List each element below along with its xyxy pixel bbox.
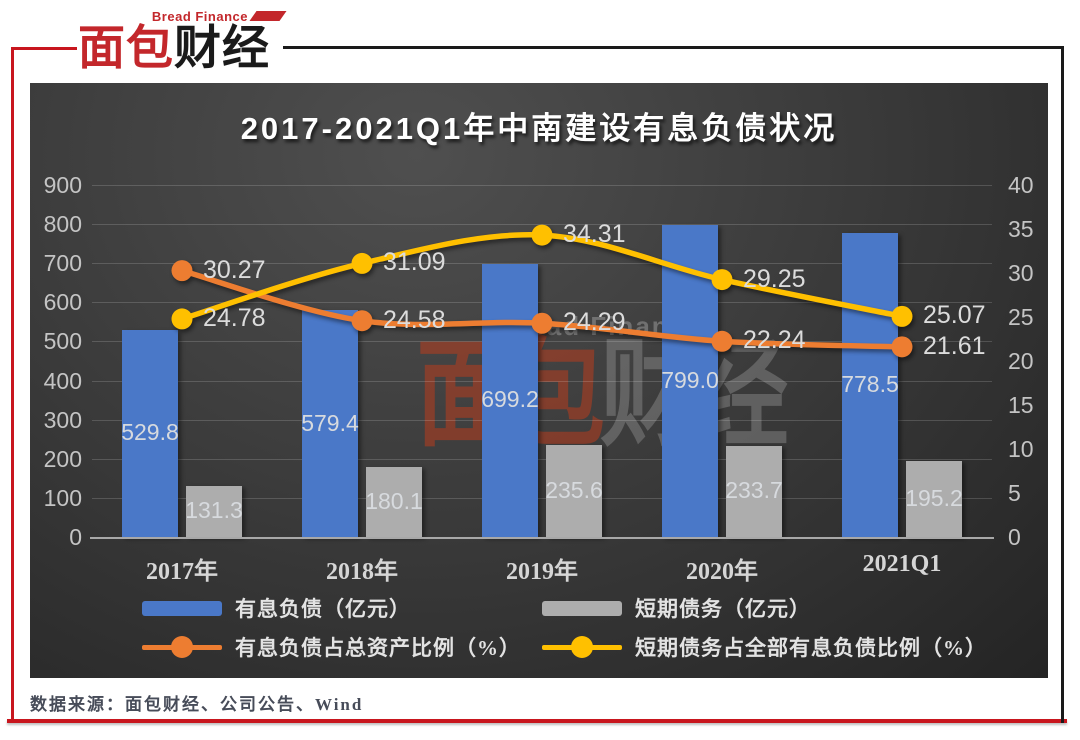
bar-value-label: 778.5	[841, 370, 899, 397]
legend-line-swatch	[542, 634, 622, 660]
left-axis-tick-label: 500	[43, 328, 82, 355]
frame-top-line-black	[283, 46, 1064, 49]
legend-label: 有息负债占总资产比例（%）	[235, 636, 521, 660]
legend-label: 短期债务占全部有息负债比例（%）	[635, 636, 987, 660]
bar-value-label: 579.4	[301, 409, 359, 436]
legend-bar-swatch	[142, 600, 222, 616]
right-axis-tick-label: 5	[1008, 480, 1021, 506]
watermark-chinese: 面包财经	[403, 328, 797, 464]
bar-value-label: 235.6	[545, 476, 603, 503]
bar-short-term-debt	[726, 445, 782, 537]
gridline	[92, 185, 992, 186]
x-axis-line	[90, 537, 994, 539]
frame-left-line	[11, 47, 14, 723]
left-axis-tick-label: 800	[43, 211, 82, 238]
right-axis-tick-label: 20	[1008, 348, 1034, 374]
legend-label: 短期债务（亿元）	[635, 597, 811, 621]
brand-logo: Bread Finance 面包财经	[78, 8, 287, 76]
gridline	[92, 497, 992, 499]
bar-interest-bearing-debt	[122, 329, 178, 537]
left-axis-tick-label: 600	[43, 289, 82, 316]
left-axis-tick-label: 700	[43, 250, 82, 277]
legend-line-marker	[571, 636, 593, 658]
line-value-label: 24.58	[383, 305, 446, 334]
line-value-label: 29.25	[743, 264, 806, 293]
right-axis-tick-label: 10	[1008, 436, 1034, 462]
bar-short-term-debt	[366, 466, 422, 537]
line-value-label: 34.31	[563, 220, 626, 249]
bar-value-label: 131.3	[185, 497, 243, 524]
gridline	[92, 224, 992, 226]
bar-value-label: 529.8	[121, 419, 179, 446]
line-value-label: 25.07	[923, 301, 986, 330]
legend-item: 有息负债（亿元）	[142, 595, 411, 621]
gridline	[92, 458, 992, 460]
gridline	[92, 419, 992, 421]
frame-bottom-line	[7, 719, 1067, 723]
line-data-point	[531, 224, 553, 246]
chart-title: 2017-2021Q1年中南建设有息负债状况	[240, 111, 838, 146]
line-value-label: 30.27	[203, 255, 266, 284]
x-axis-category-label: 2017年	[146, 559, 218, 585]
bar-value-label: 233.7	[725, 477, 783, 504]
brand-name-chinese: 面包财经	[78, 23, 283, 76]
bar-value-label: 699.2	[481, 386, 539, 413]
left-axis-tick-label: 300	[43, 406, 82, 433]
gridline	[92, 380, 992, 382]
brand-zh-black: 财经	[174, 23, 270, 75]
right-axis-tick-label: 25	[1008, 304, 1034, 330]
line-value-label: 21.61	[923, 331, 986, 360]
line-value-label: 22.24	[743, 326, 806, 355]
line-data-point	[171, 308, 193, 330]
frame-right-line	[1061, 46, 1064, 723]
legend-item: 短期债务（亿元）	[542, 595, 811, 621]
bar-value-label: 195.2	[905, 484, 963, 511]
left-axis-tick-label: 200	[43, 445, 82, 472]
brand-flag-icon	[249, 11, 287, 21]
left-axis-tick-label: 400	[43, 367, 82, 394]
brand-logo-top: Bread Finance	[78, 8, 287, 24]
x-axis-category-label: 2021Q1	[862, 551, 942, 577]
legend-bar-swatch	[542, 600, 622, 616]
right-axis-tick-label: 0	[1008, 524, 1021, 550]
x-axis-category-label: 2020年	[686, 559, 758, 585]
left-axis-tick-label: 900	[43, 172, 82, 198]
line-value-label: 24.78	[203, 303, 266, 332]
bar-short-term-debt	[186, 485, 242, 537]
bar-value-label: 799.0	[661, 366, 719, 393]
legend-line-swatch	[142, 634, 222, 660]
frame-top-line-red	[11, 47, 77, 50]
right-axis-tick-label: 15	[1008, 392, 1034, 418]
legend-label: 有息负债（亿元）	[235, 597, 411, 621]
x-axis-category-label: 2018年	[326, 559, 398, 585]
legend-item: 短期债务占全部有息负债比例（%）	[542, 634, 987, 660]
legend-item: 有息负债占总资产比例（%）	[142, 634, 521, 660]
bar-short-term-debt	[906, 460, 962, 537]
line-value-label: 31.09	[383, 248, 446, 277]
legend-line-marker	[171, 636, 193, 658]
data-source-note: 数据来源：面包财经、公司公告、Wind	[30, 695, 364, 714]
left-axis-tick-label: 100	[43, 484, 82, 511]
right-axis-tick-label: 40	[1008, 172, 1034, 198]
brand-name-english: Bread Finance	[151, 8, 248, 24]
right-axis-tick-label: 35	[1008, 216, 1034, 242]
left-axis-tick-label: 0	[69, 524, 82, 550]
line-value-label: 24.29	[563, 308, 626, 337]
chart-panel: Bread Finance 面包财经 2017-2021Q1年中南建设有息负债状…	[30, 83, 1048, 678]
x-axis-category-label: 2019年	[506, 559, 578, 585]
bar-value-label: 180.1	[365, 487, 423, 514]
brand-zh-red: 面包	[78, 23, 174, 75]
bar-short-term-debt	[546, 444, 602, 537]
right-axis-tick-label: 30	[1008, 260, 1034, 286]
